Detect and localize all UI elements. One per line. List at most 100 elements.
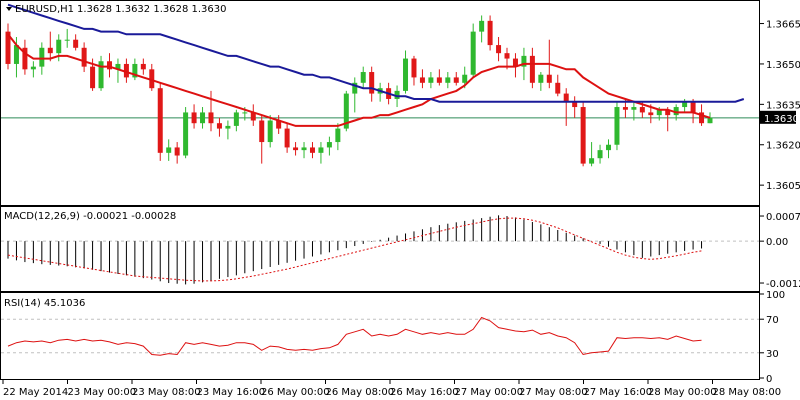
candle bbox=[487, 15, 493, 51]
price-tick-label: 1.3650 bbox=[766, 60, 800, 71]
candle-body bbox=[5, 31, 11, 64]
candle-body bbox=[216, 123, 222, 129]
chevron-down-icon[interactable] bbox=[6, 7, 12, 11]
candle bbox=[665, 107, 671, 132]
candle bbox=[208, 90, 214, 132]
candle-body bbox=[428, 77, 434, 83]
candle-body bbox=[462, 74, 468, 83]
candle-body bbox=[555, 82, 561, 94]
candle-body bbox=[707, 117, 713, 124]
candle bbox=[267, 115, 273, 148]
candle-body bbox=[208, 112, 214, 124]
candle-body bbox=[174, 147, 180, 156]
candlestick-series bbox=[5, 15, 713, 167]
candle-body bbox=[690, 101, 696, 113]
candle bbox=[529, 47, 535, 89]
candle-body bbox=[682, 101, 688, 108]
candle-body bbox=[343, 93, 349, 129]
macd-tick-label: 0.00072 bbox=[766, 212, 800, 223]
candle-body bbox=[521, 55, 527, 67]
candle bbox=[284, 123, 290, 153]
candle-body bbox=[335, 128, 341, 143]
candle-body bbox=[572, 101, 578, 108]
macd-histogram bbox=[7, 215, 703, 285]
candle-body bbox=[470, 31, 476, 75]
time-tick-label: 27 May 08:00 bbox=[519, 387, 588, 398]
candle-body bbox=[225, 125, 231, 129]
candle bbox=[589, 142, 595, 167]
time-tick-label: 26 May 16:00 bbox=[390, 387, 459, 398]
candle bbox=[479, 15, 485, 43]
candle-body bbox=[267, 120, 273, 143]
candle-body bbox=[631, 107, 637, 110]
candle bbox=[276, 115, 282, 134]
candle bbox=[470, 23, 476, 78]
candle-body bbox=[233, 112, 239, 126]
candle-body bbox=[453, 77, 459, 83]
candle bbox=[369, 66, 375, 102]
candle bbox=[403, 50, 409, 94]
candle bbox=[411, 55, 417, 86]
candle bbox=[22, 39, 28, 75]
candle-body bbox=[250, 112, 256, 121]
candle-body bbox=[284, 128, 290, 148]
rsi-tick-label: 100 bbox=[766, 290, 785, 301]
candle-body bbox=[98, 61, 104, 89]
candle bbox=[352, 77, 358, 113]
macd-header: MACD(12,26,9) -0.00021 -0.00028 bbox=[4, 211, 176, 222]
candle-body bbox=[64, 39, 70, 41]
candle bbox=[606, 139, 612, 159]
candle bbox=[707, 112, 713, 124]
candle bbox=[98, 55, 104, 91]
price-tick-label: 1.3605 bbox=[766, 181, 800, 192]
candle-body bbox=[673, 107, 679, 116]
candle bbox=[326, 136, 332, 156]
candle-body bbox=[597, 150, 603, 159]
candle-body bbox=[90, 66, 96, 89]
candle bbox=[106, 53, 112, 78]
candle bbox=[496, 37, 502, 62]
candle-body bbox=[30, 66, 36, 70]
candle-body bbox=[140, 63, 146, 70]
rsi-tick-label: 30 bbox=[766, 349, 779, 360]
macd-signal-line bbox=[7, 217, 702, 282]
candle bbox=[445, 72, 451, 89]
candle bbox=[64, 28, 70, 48]
macd-tick-label: 0.00 bbox=[766, 237, 788, 248]
candle-body bbox=[132, 63, 138, 78]
candle bbox=[200, 107, 206, 129]
rsi-header: RSI(14) 45.1036 bbox=[4, 298, 85, 309]
time-tick-label: 23 May 16:00 bbox=[197, 387, 266, 398]
candle bbox=[572, 96, 578, 118]
candle bbox=[183, 107, 189, 159]
candle-body bbox=[301, 147, 307, 151]
candle bbox=[166, 139, 172, 161]
candle-body bbox=[487, 20, 493, 46]
candle-body bbox=[157, 88, 163, 153]
candle-body bbox=[259, 120, 265, 143]
rsi-panel-frame bbox=[0, 292, 760, 380]
candle-body bbox=[369, 72, 375, 94]
price-axis: 1.3665 1.3650 1.3635 1.3620 1.3605 bbox=[760, 20, 800, 192]
time-tick-label: 26 May 08:00 bbox=[326, 387, 395, 398]
rsi-grid bbox=[1, 318, 759, 354]
candle-body bbox=[309, 147, 315, 153]
candle-body bbox=[360, 72, 366, 83]
moving-average-lines bbox=[7, 3, 745, 127]
candle bbox=[614, 101, 620, 151]
price-tick-label: 1.3635 bbox=[766, 100, 800, 111]
rsi-tick-label: 0 bbox=[766, 374, 772, 385]
candle-body bbox=[580, 107, 586, 164]
candle bbox=[225, 120, 231, 140]
price-tick-label: 1.3620 bbox=[766, 141, 800, 152]
rsi-path bbox=[7, 316, 702, 356]
symbol-label: EURUSD,H1 bbox=[15, 4, 74, 15]
panel-frames bbox=[0, 0, 760, 380]
candle-body bbox=[242, 112, 248, 114]
candle-body bbox=[639, 107, 645, 113]
candle bbox=[191, 104, 197, 129]
time-tick-label: 26 May 00:00 bbox=[261, 387, 330, 398]
candle bbox=[335, 123, 341, 151]
candle bbox=[250, 104, 256, 126]
